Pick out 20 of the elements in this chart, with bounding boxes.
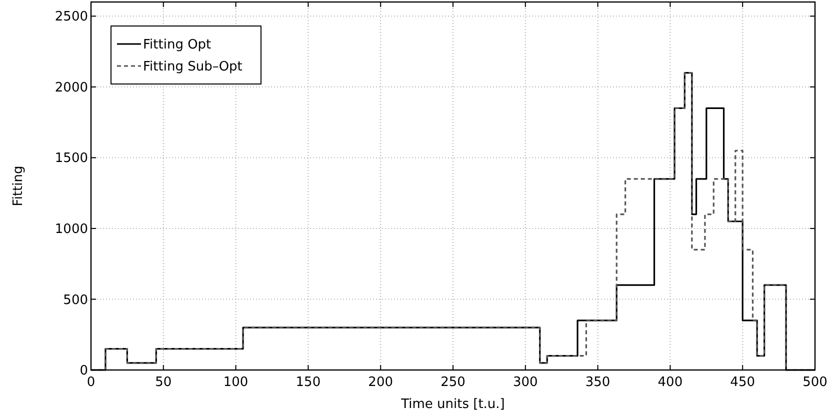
y-tick-label: 2000 — [54, 80, 88, 96]
y-axis-title: Fitting — [11, 166, 26, 206]
x-tick-label: 150 — [296, 375, 321, 390]
legend-label: Fitting Opt — [143, 38, 212, 53]
y-tick-label: 500 — [63, 292, 88, 308]
x-tick-label: 450 — [730, 375, 756, 390]
y-tick-label: 1000 — [54, 222, 88, 238]
legend-label: Fitting Sub–Opt — [143, 60, 242, 75]
x-tick-label: 500 — [802, 375, 828, 390]
x-tick-label: 250 — [440, 375, 466, 390]
x-tick-label: 350 — [585, 375, 610, 390]
y-tick-label: 0 — [80, 364, 88, 379]
x-tick-label: 200 — [368, 375, 394, 390]
y-tick-label: 2500 — [54, 10, 88, 25]
x-tick-label: 400 — [658, 375, 683, 390]
x-axis-title: Time units [t.u.] — [400, 397, 505, 412]
x-tick-label: 50 — [155, 375, 172, 390]
y-tick-label: 1500 — [54, 151, 88, 166]
x-tick-label: 100 — [223, 375, 248, 390]
x-tick-label: 300 — [512, 375, 538, 390]
